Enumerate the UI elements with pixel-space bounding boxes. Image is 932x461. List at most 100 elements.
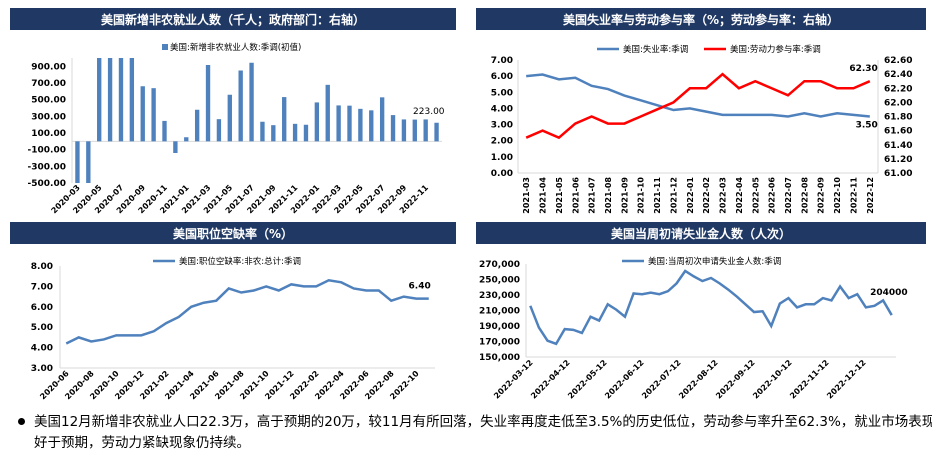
x-tick-label: 2021-07 xyxy=(588,177,597,214)
bar-2022-12 xyxy=(434,122,439,142)
x-tick-label: 2021-06 xyxy=(571,177,580,214)
legend-unemployment: 美国:失业率:季调 xyxy=(623,44,688,55)
bar-2022-07 xyxy=(379,97,385,142)
x-tick-label: 2021-11 xyxy=(653,177,662,214)
bar-2020-12 xyxy=(173,141,178,153)
y-tick-label: 5.00 xyxy=(31,323,53,333)
bar-2021-11 xyxy=(292,123,298,142)
y-tick-label: 6.00 xyxy=(491,72,513,82)
legend-job-openings: 美国:职位空缺率:非农:总计:季调 xyxy=(179,256,301,267)
x-tick-label: 2022-01 xyxy=(686,177,695,214)
y-tick-label: 900.00 xyxy=(31,62,66,72)
y-tick-label: 3.00 xyxy=(31,364,53,374)
y-tick-label: 210,000 xyxy=(479,307,520,317)
legend-payrolls-swatch xyxy=(162,44,168,50)
bar-2021-04 xyxy=(216,119,222,142)
x-tick-label: 2021-08 xyxy=(604,177,613,214)
x-tick-label: 2021-10 xyxy=(637,177,646,214)
chart-title-jobless-claims: 美国当周初请失业金人数（人次） xyxy=(476,222,926,244)
bar-2020-04 xyxy=(86,141,91,183)
bar-2020-10 xyxy=(151,88,156,142)
bar-2020-06 xyxy=(107,58,113,142)
summary-text: 美国12月新增非农就业人口22.3万，高于预期的20万，较11月有所回落，失业率… xyxy=(34,414,932,451)
x-tick-label: 2022-07 xyxy=(784,177,793,214)
y2-tick-label: 61.80 xyxy=(884,113,912,123)
y-tick-label: 270,000 xyxy=(479,260,520,270)
bar-2021-03 xyxy=(205,65,211,142)
x-tick-label: 2021-12 xyxy=(669,177,678,214)
x-tick-label: 2022-10 xyxy=(833,177,842,214)
y-tick-label: 4.00 xyxy=(31,344,53,354)
bar-2021-06 xyxy=(238,70,243,142)
y-tick-label: 7.00 xyxy=(31,282,53,292)
y-tick-label: 230,000 xyxy=(479,291,520,301)
bar-2022-03 xyxy=(336,105,341,142)
y-tick-label: 1.00 xyxy=(491,153,513,163)
x-tick-label: 2021-05 xyxy=(555,177,564,214)
y-tick-label: 2.00 xyxy=(491,137,513,147)
series-line-jobless-claims xyxy=(529,269,893,346)
chart-title-payrolls: 美国新增非农就业人数（千人；政府部门：右轴） xyxy=(10,8,456,30)
x-tick-label: 2022-09 xyxy=(817,177,826,214)
bullet-icon xyxy=(18,418,25,425)
bar-2022-11 xyxy=(423,119,428,142)
y-tick-label: 150,000 xyxy=(479,353,520,363)
summary-paragraph: 美国12月新增非农就业人口22.3万，高于预期的20万，较11月有所回落，失业率… xyxy=(12,412,932,454)
y-tick-label: 3.00 xyxy=(491,121,513,131)
x-tick-label: 2021-04 xyxy=(539,177,548,214)
y-tick-label: 190,000 xyxy=(479,322,520,332)
bar-2020-11 xyxy=(162,120,167,142)
bar-2021-09 xyxy=(271,125,276,142)
y-tick-label: -500.00 xyxy=(28,179,66,189)
series-line-participation xyxy=(525,72,871,140)
y2-tick-label: 61.60 xyxy=(884,127,912,137)
x-tick-label: 2022-06 xyxy=(768,177,777,214)
y-tick-label: -300.00 xyxy=(28,162,66,172)
y2-tick-label: 62.20 xyxy=(884,84,912,94)
x-tick-label: 2021-09 xyxy=(620,177,629,214)
bar-2021-12 xyxy=(303,124,309,142)
legend-jobless-claims: 美国:当周初次申请失业金人数:季调 xyxy=(648,256,781,267)
series-line-unemployment xyxy=(526,73,870,118)
bar-2021-07 xyxy=(249,62,254,142)
y2-tick-label: 61.20 xyxy=(884,155,912,165)
annotation-last-value: 3.50 xyxy=(856,121,878,131)
y-tick-label: 7.00 xyxy=(491,56,513,66)
y-tick-label: 250,000 xyxy=(479,276,520,286)
y2-tick-label: 62.40 xyxy=(884,70,912,80)
y-tick-label: 0.00 xyxy=(491,169,513,179)
y-tick-label: 100.00 xyxy=(31,129,66,139)
y-tick-label: 8.00 xyxy=(31,262,53,272)
chart-title-job-openings: 美国职位空缺率（%） xyxy=(10,222,456,244)
bar-2021-10 xyxy=(282,97,287,142)
x-tick-label: 2022-08 xyxy=(800,177,809,214)
bar-2020-09 xyxy=(140,86,145,142)
bar-2021-05 xyxy=(227,94,232,142)
y-tick-label: -100.00 xyxy=(28,146,66,156)
y2-tick-label: 62.00 xyxy=(884,98,912,108)
bar-2022-02 xyxy=(325,84,330,142)
x-tick-label: 2022-03 xyxy=(719,177,728,214)
bar-2022-10 xyxy=(412,119,417,142)
annotation-last-value: 223.00 xyxy=(413,107,445,117)
bar-2022-06 xyxy=(369,110,374,142)
y-tick-label: 5.00 xyxy=(491,88,513,98)
series-line-job-openings xyxy=(65,278,429,345)
bar-2022-04 xyxy=(347,105,352,142)
y-tick-label: 170,000 xyxy=(479,338,520,348)
y2-tick-label: 61.40 xyxy=(884,141,912,151)
y2-tick-label: 61.00 xyxy=(884,169,912,179)
chart-title-unemployment-participation: 美国失业率与劳动参与率（%；劳动参与率：右轴） xyxy=(476,8,926,30)
annotation-last-value: 6.40 xyxy=(409,282,431,292)
bar-2020-05 xyxy=(97,58,102,142)
bar-2020-07 xyxy=(118,58,124,142)
y2-tick-label: 62.60 xyxy=(884,56,912,66)
bar-2022-05 xyxy=(358,108,363,142)
y-tick-label: 500.00 xyxy=(31,96,66,106)
annotation-last-value: 62.30 xyxy=(849,64,877,74)
annotation-last-value: 204000 xyxy=(870,288,908,298)
x-tick-label: 2022-12-12 xyxy=(825,358,868,401)
y-tick-label: 700.00 xyxy=(31,79,66,89)
bar-2021-01 xyxy=(184,137,189,142)
